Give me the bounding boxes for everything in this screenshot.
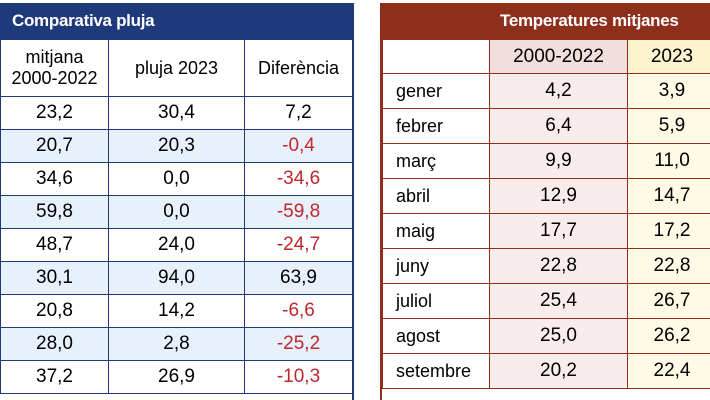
cell-temp-2000-2022: 25,4 (489, 283, 628, 319)
cell-difference: -25,2 (244, 327, 352, 361)
cell-rain-2023: 14,2 (108, 294, 245, 328)
cell-rain-2023: 0,0 (108, 195, 245, 229)
cell-month: juny (382, 248, 490, 284)
cell-temp-2023: 26,2 (627, 318, 710, 354)
table-row: abril 12,9 14,7 (382, 178, 710, 214)
cell-difference: -6,6 (244, 294, 352, 328)
cell-rain-2023: 2,8 (108, 327, 245, 361)
cell-average: 20,7 (0, 129, 109, 163)
cell-month: febrer (382, 108, 490, 144)
temp-table-header-row: 2000-2022 2023 (382, 39, 710, 74)
cell-temp-2000-2022: 9,9 (489, 143, 628, 179)
cell-average: 59,8 (0, 195, 109, 229)
table-row: 59,8 0,0 -59,8 (0, 195, 352, 229)
table-row: juny 22,8 22,8 (382, 248, 710, 284)
table-row: 20,7 20,3 -0,4 (0, 129, 352, 163)
table-row: 23,2 30,4 7,2 (0, 96, 352, 130)
cell-temp-2023: 5,9 (627, 108, 710, 144)
cell-month: gener (382, 73, 490, 109)
temp-table-grid: 2000-2022 2023 gener 4,2 3,9 febrer 6,4 5,9 ma… (382, 39, 710, 389)
cell-difference: -10,3 (244, 360, 352, 394)
cell-rain-2023: 24,0 (108, 228, 245, 262)
cell-temp-2023: 26,7 (627, 283, 710, 319)
cell-rain-2023: 94,0 (108, 261, 245, 295)
cell-month: març (382, 143, 490, 179)
table-row: 37,2 26,9 -10,3 (0, 360, 352, 394)
cell-temp-2000-2022: 25,0 (489, 318, 628, 354)
table-row: 20,8 14,2 -6,6 (0, 294, 352, 328)
rain-table-header-row: mitjana 2000-2022 pluja 2023 Diferència (0, 39, 352, 97)
cell-temp-2023: 22,8 (627, 248, 710, 284)
cell-difference: 63,9 (244, 261, 352, 295)
cell-rain-2023: 26,9 (108, 360, 245, 394)
cell-difference: -34,6 (244, 162, 352, 196)
cell-temp-2000-2022: 6,4 (489, 108, 628, 144)
cell-month: setembre (382, 353, 490, 389)
rain-table-grid: mitjana 2000-2022 pluja 2023 Diferència … (0, 39, 352, 394)
rain-comparison-table: Comparativa pluja mitjana 2000-2022 pluj… (0, 3, 354, 400)
header-difference: Diferència (244, 39, 352, 97)
table-row: agost 25,0 26,2 (382, 318, 710, 354)
cell-difference: 7,2 (244, 96, 352, 130)
cell-average: 37,2 (0, 360, 109, 394)
cell-difference: -0,4 (244, 129, 352, 163)
cell-temp-2023: 3,9 (627, 73, 710, 109)
cell-month: agost (382, 318, 490, 354)
header-average-line2: 2000-2022 (11, 68, 98, 88)
table-row: gener 4,2 3,9 (382, 73, 710, 109)
header-average-line1: mitjana (25, 47, 84, 67)
temperature-table: Temperatures mitjanes 2000-2022 2023 gen… (380, 3, 710, 400)
rain-table-title: Comparativa pluja (0, 3, 352, 39)
cell-temp-2000-2022: 4,2 (489, 73, 628, 109)
table-row: juliol 25,4 26,7 (382, 283, 710, 319)
table-row: maig 17,7 17,2 (382, 213, 710, 249)
header-rain-2023: pluja 2023 (108, 39, 245, 97)
cell-temp-2023: 14,7 (627, 178, 710, 214)
cell-average: 20,8 (0, 294, 109, 328)
table-row: març 9,9 11,0 (382, 143, 710, 179)
cell-average: 48,7 (0, 228, 109, 262)
cell-average: 30,1 (0, 261, 109, 295)
cell-month: maig (382, 213, 490, 249)
header-period-2023: 2023 (627, 39, 710, 74)
cell-temp-2023: 11,0 (627, 143, 710, 179)
cell-difference: -24,7 (244, 228, 352, 262)
table-row: 48,7 24,0 -24,7 (0, 228, 352, 262)
cell-temp-2000-2022: 22,8 (489, 248, 628, 284)
table-row: 34,6 0,0 -34,6 (0, 162, 352, 196)
cell-temp-2023: 22,4 (627, 353, 710, 389)
table-row: febrer 6,4 5,9 (382, 108, 710, 144)
cell-temp-2023: 17,2 (627, 213, 710, 249)
header-month-blank (382, 39, 490, 74)
header-average: mitjana 2000-2022 (0, 39, 109, 97)
cell-month: abril (382, 178, 490, 214)
cell-average: 23,2 (0, 96, 109, 130)
cell-temp-2000-2022: 17,7 (489, 213, 628, 249)
cell-month: juliol (382, 283, 490, 319)
header-period-2000-2022: 2000-2022 (489, 39, 628, 74)
cell-rain-2023: 0,0 (108, 162, 245, 196)
table-row: 30,1 94,0 63,9 (0, 261, 352, 295)
cell-rain-2023: 20,3 (108, 129, 245, 163)
cell-temp-2000-2022: 20,2 (489, 353, 628, 389)
table-row: 28,0 2,8 -25,2 (0, 327, 352, 361)
cell-temp-2000-2022: 12,9 (489, 178, 628, 214)
cell-rain-2023: 30,4 (108, 96, 245, 130)
table-row: setembre 20,2 22,4 (382, 353, 710, 389)
temp-table-title: Temperatures mitjanes (382, 3, 710, 39)
cell-difference: -59,8 (244, 195, 352, 229)
cell-average: 34,6 (0, 162, 109, 196)
cell-average: 28,0 (0, 327, 109, 361)
